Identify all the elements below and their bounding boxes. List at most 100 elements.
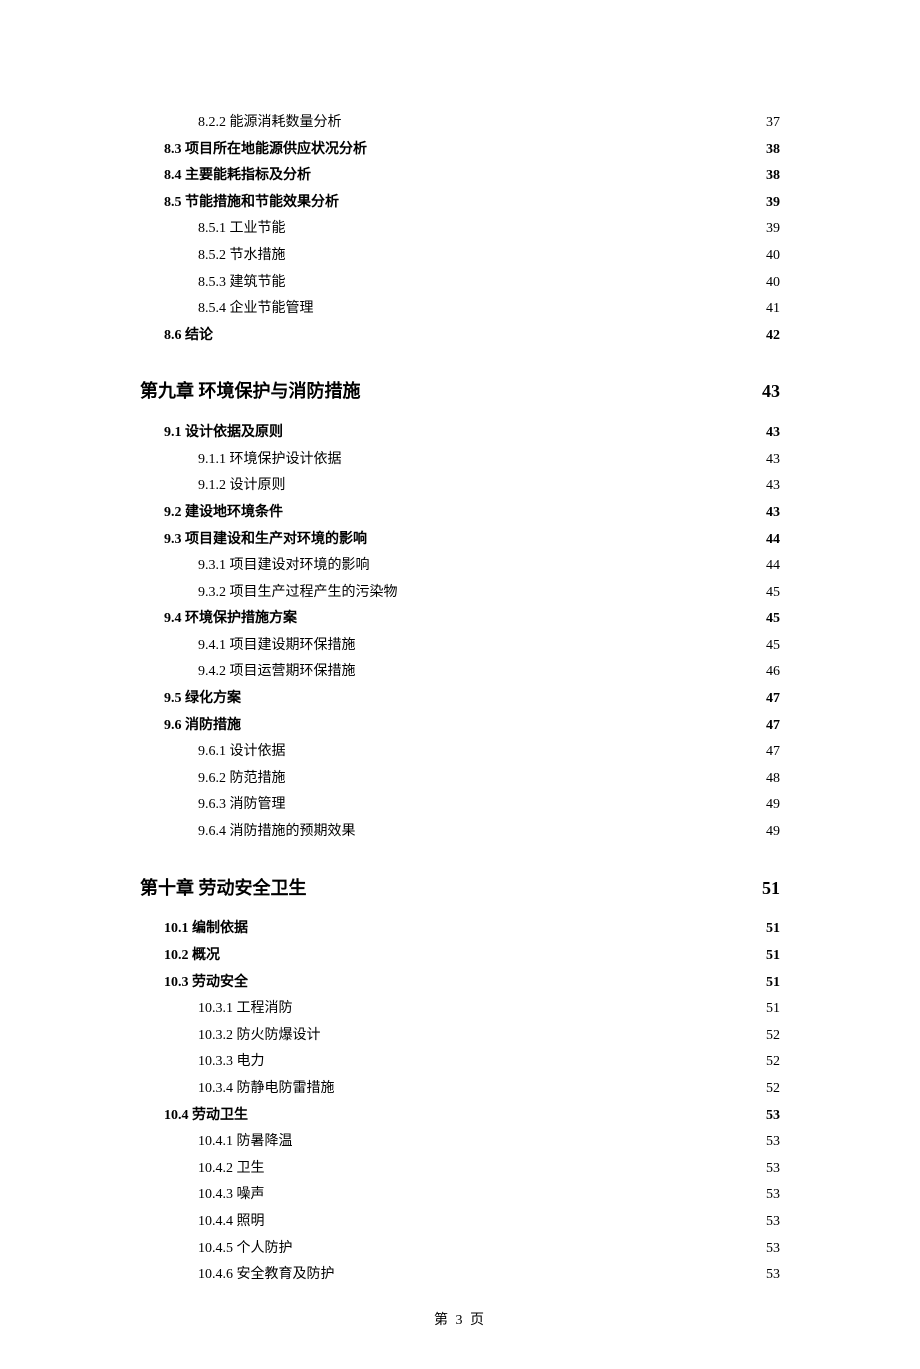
toc-entry-title: 9.5 绿化方案 <box>164 686 241 713</box>
toc-entry-title: 9.3 项目建设和生产对环境的影响 <box>164 527 367 554</box>
toc-entry-page: 53 <box>766 1103 780 1130</box>
toc-entry: 9.3 项目建设和生产对环境的影响44 <box>164 527 780 554</box>
toc-entry-page: 51 <box>766 916 780 943</box>
toc-entry: 10.4.4 照明53 <box>198 1209 780 1236</box>
toc-entry-page: 53 <box>766 1182 780 1209</box>
toc-entry-page: 45 <box>766 580 780 607</box>
toc-entry: 10.3.3 电力 52 <box>198 1049 780 1076</box>
page-footer: 第 3 页 <box>140 1309 780 1329</box>
toc-entry-title: 8.5.4 企业节能管理 <box>198 296 314 323</box>
toc-entry: 8.5.2 节水措施 40 <box>198 243 780 270</box>
toc-entry-title: 10.2 概况 <box>164 943 220 970</box>
toc-entry: 8.6 结论42 <box>164 323 780 350</box>
toc-entry-page: 45 <box>766 633 780 660</box>
toc-entry: 10.4.3 噪声 53 <box>198 1182 780 1209</box>
toc-entry-title: 9.6.1 设计依据 <box>198 739 286 766</box>
toc-entry-title: 9.1.1 环境保护设计依据 <box>198 447 342 474</box>
toc-entry: 9.5 绿化方案47 <box>164 686 780 713</box>
toc-entry-title: 9.6.2 防范措施 <box>198 766 286 793</box>
toc-entry-page: 53 <box>766 1236 780 1263</box>
toc-entry: 8.5.3 建筑节能40 <box>198 270 780 297</box>
toc-entry-title: 9.3.2 项目生产过程产生的污染物 <box>198 580 398 607</box>
toc-entry: 10.3.1 工程消防 51 <box>198 996 780 1023</box>
toc-entry: 9.4.1 项目建设期环保措施 45 <box>198 633 780 660</box>
toc-entry-page: 51 <box>762 874 780 903</box>
toc-entry-page: 43 <box>766 447 780 474</box>
toc-entry: 10.4.5 个人防护 53 <box>198 1236 780 1263</box>
toc-entry-title: 9.6 消防措施 <box>164 713 241 740</box>
toc-entry-title: 9.4.1 项目建设期环保措施 <box>198 633 356 660</box>
toc-entry-page: 44 <box>766 553 780 580</box>
toc-entry-page: 49 <box>766 792 780 819</box>
toc-entry-title: 8.5 节能措施和节能效果分析 <box>164 190 339 217</box>
toc-entry-title: 9.2 建设地环境条件 <box>164 500 283 527</box>
toc-entry-title: 10.4.3 噪声 <box>198 1182 265 1209</box>
toc-entry-page: 43 <box>762 377 780 406</box>
toc-entry-title: 10.3 劳动安全 <box>164 970 248 997</box>
toc-entry: 9.6.2 防范措施 48 <box>198 766 780 793</box>
toc-entry-page: 40 <box>766 243 780 270</box>
toc-entry: 10.4 劳动卫生 53 <box>164 1103 780 1130</box>
toc-entry-title: 9.6.4 消防措施的预期效果 <box>198 819 356 846</box>
toc-entry-page: 37 <box>766 110 780 137</box>
toc-entry: 9.4.2 项目运营期环保措施 46 <box>198 659 780 686</box>
toc-entry-title: 9.6.3 消防管理 <box>198 792 286 819</box>
toc-entry-title: 第九章 环境保护与消防措施 <box>140 377 361 406</box>
toc-entry: 10.4.6 安全教育及防护 53 <box>198 1262 780 1289</box>
toc-entry-title: 10.4.4 照明 <box>198 1209 265 1236</box>
toc-entry: 9.4 环境保护措施方案45 <box>164 606 780 633</box>
toc-entry-title: 10.4.1 防暑降温 <box>198 1129 293 1156</box>
toc-entry-page: 51 <box>766 996 780 1023</box>
toc-entry: 10.1 编制依据 51 <box>164 916 780 943</box>
toc-entry-page: 38 <box>766 163 780 190</box>
toc-entry: 9.1.1 环境保护设计依据 43 <box>198 447 780 474</box>
toc-entry-page: 53 <box>766 1262 780 1289</box>
toc-entry-title: 8.5.2 节水措施 <box>198 243 286 270</box>
toc-entry-title: 10.3.1 工程消防 <box>198 996 293 1023</box>
toc-entry-page: 38 <box>766 137 780 164</box>
toc-entry-page: 39 <box>766 190 780 217</box>
toc-entry-title: 10.4.2 卫生 <box>198 1156 265 1183</box>
toc-entry: 8.5.4 企业节能管理41 <box>198 296 780 323</box>
toc-entry: 10.4.2 卫生53 <box>198 1156 780 1183</box>
toc-entry: 8.5.1 工业节能39 <box>198 216 780 243</box>
toc-entry: 第九章 环境保护与消防措施 43 <box>140 377 780 406</box>
toc-entry: 9.1 设计依据及原则 43 <box>164 420 780 447</box>
toc-entry-title: 10.4.6 安全教育及防护 <box>198 1262 335 1289</box>
toc-entry-title: 8.4 主要能耗指标及分析 <box>164 163 311 190</box>
toc-entry-page: 40 <box>766 270 780 297</box>
toc-entry-page: 39 <box>766 216 780 243</box>
toc-entry: 9.2 建设地环境条件 43 <box>164 500 780 527</box>
toc-entry-title: 第十章 劳动安全卫生 <box>140 874 307 903</box>
toc-entry-page: 43 <box>766 420 780 447</box>
toc-entry-page: 49 <box>766 819 780 846</box>
toc-entry-page: 51 <box>766 970 780 997</box>
toc-entry-page: 52 <box>766 1049 780 1076</box>
toc-entry-title: 9.1.2 设计原则 <box>198 473 286 500</box>
toc-entry-page: 47 <box>766 713 780 740</box>
toc-entry: 9.3.1 项目建设对环境的影响 44 <box>198 553 780 580</box>
toc-entry-title: 10.3.3 电力 <box>198 1049 265 1076</box>
toc-entry: 9.1.2 设计原则43 <box>198 473 780 500</box>
toc-entry: 8.2.2 能源消耗数量分析 37 <box>198 110 780 137</box>
toc-entry-title: 10.3.4 防静电防雷措施 <box>198 1076 335 1103</box>
toc-entry-title: 10.4.5 个人防护 <box>198 1236 293 1263</box>
toc-entry-page: 43 <box>766 500 780 527</box>
toc-entry-title: 9.3.1 项目建设对环境的影响 <box>198 553 370 580</box>
page-number: 第 3 页 <box>434 1313 486 1328</box>
toc-entry-title: 10.4 劳动卫生 <box>164 1103 248 1130</box>
toc-entry: 10.3 劳动安全 51 <box>164 970 780 997</box>
toc-entry-title: 8.2.2 能源消耗数量分析 <box>198 110 342 137</box>
toc-entry-page: 51 <box>766 943 780 970</box>
toc-entry-title: 9.4.2 项目运营期环保措施 <box>198 659 356 686</box>
toc-entry: 9.6.1 设计依据47 <box>198 739 780 766</box>
toc-entry-title: 9.1 设计依据及原则 <box>164 420 283 447</box>
toc-entry-page: 52 <box>766 1076 780 1103</box>
toc-entry: 8.4 主要能耗指标及分析 38 <box>164 163 780 190</box>
toc-entry: 9.6 消防措施 47 <box>164 713 780 740</box>
toc-entry-page: 46 <box>766 659 780 686</box>
toc-entry-page: 52 <box>766 1023 780 1050</box>
toc-entry-title: 10.3.2 防火防爆设计 <box>198 1023 321 1050</box>
toc-entry-title: 10.1 编制依据 <box>164 916 248 943</box>
toc-entry-page: 48 <box>766 766 780 793</box>
